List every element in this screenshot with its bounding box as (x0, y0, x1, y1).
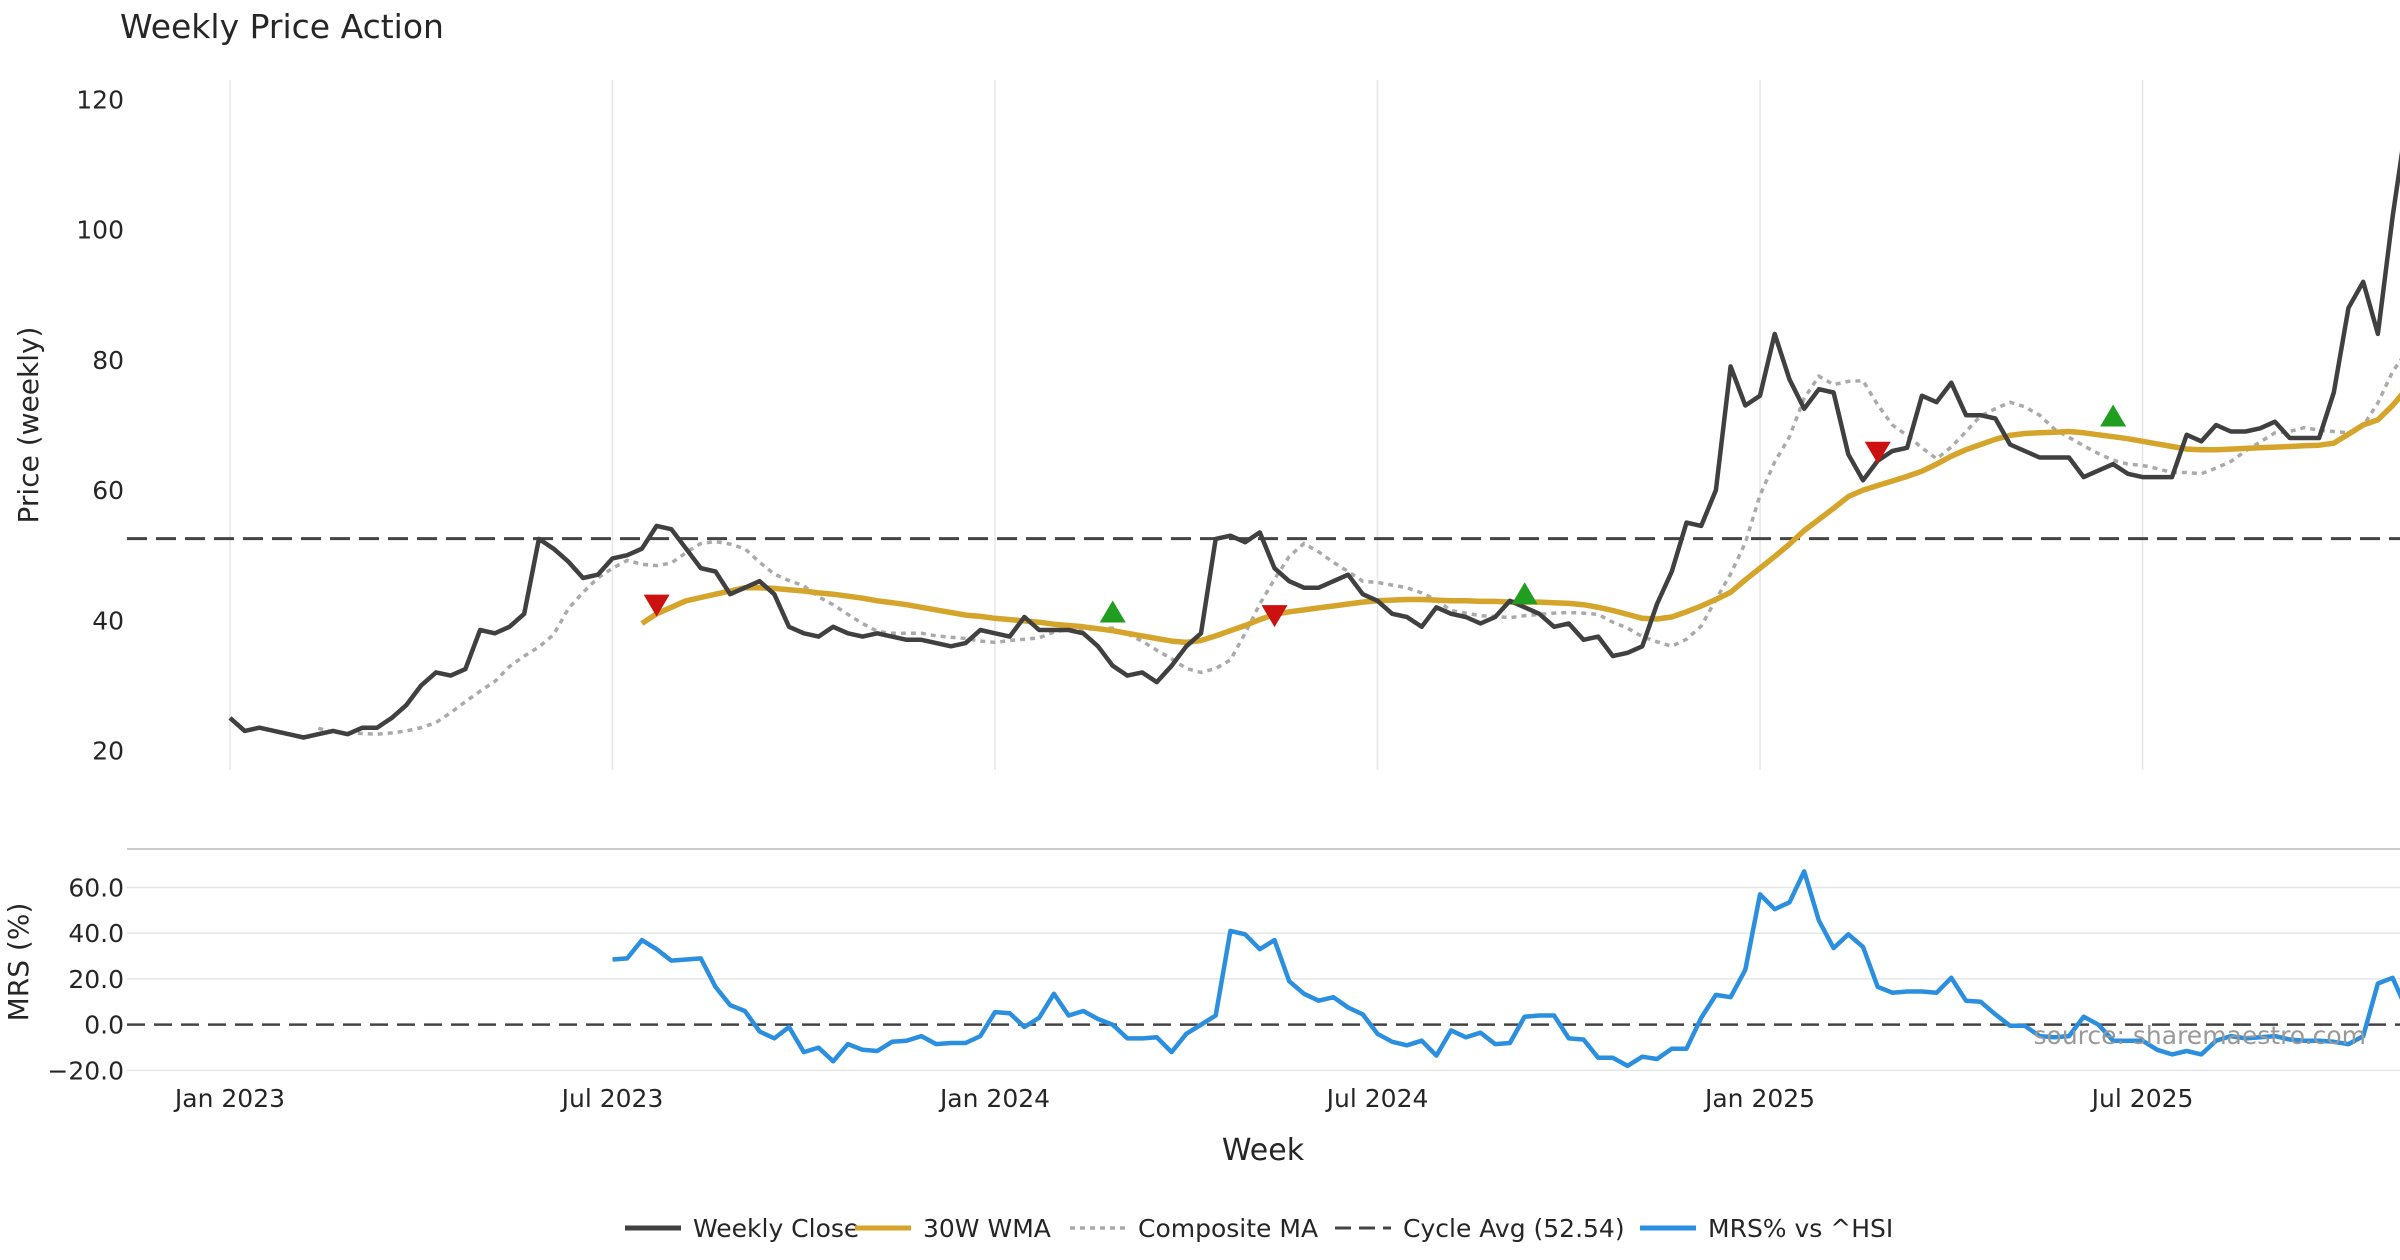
x-axis-label: Week (1222, 1133, 1305, 1168)
weekly-close-line (228, 150, 2400, 740)
buy-signal-marker (1099, 600, 1126, 623)
mrs-y-tick-label: −20.0 (47, 1056, 124, 1085)
legend-label: MRS% vs ^HSI (1708, 1214, 1893, 1243)
price-y-axis-label: Price (weekly) (12, 327, 45, 524)
wma-30w-line (640, 392, 2400, 646)
x-tick-label: Jan 2023 (173, 1084, 285, 1113)
x-tick-label: Jan 2024 (938, 1084, 1050, 1113)
mrs-y-tick-label: 40.0 (68, 919, 124, 948)
buy-signal-marker (1511, 582, 1538, 605)
legend-label: Cycle Avg (52.54) (1403, 1214, 1625, 1243)
x-tick-label: Jan 2025 (1703, 1084, 1815, 1113)
composite-ma-line (317, 358, 2400, 736)
mrs-y-ticks: 60.0 40.0 20.0 0.0 −20.0 (47, 873, 124, 1085)
chart-title: Weekly Price Action (120, 7, 444, 46)
x-tick-label: Jul 2024 (1325, 1084, 1429, 1113)
price-y-tick-label: 120 (76, 86, 124, 115)
mrs-panel: 60.0 40.0 20.0 0.0 −20.0 MRS (%) source: sha… (2, 869, 2400, 1085)
mrs-y-tick-label: 0.0 (84, 1011, 124, 1040)
signal-markers (643, 404, 2127, 628)
x-tick-label: Jul 2025 (2090, 1084, 2194, 1113)
sell-signal-marker (643, 594, 670, 617)
mrs-y-tick-label: 60.0 (68, 873, 124, 902)
mrs-horizontal-grid (127, 886, 2400, 1072)
buy-signal-marker (2100, 404, 2127, 427)
x-tick-label: Jul 2023 (560, 1084, 664, 1113)
mrs-y-tick-label: 20.0 (68, 965, 124, 994)
x-axis-ticks: Jan 2023 Jul 2023 Jan 2024 Jul 2024 Jan 2025… (173, 1084, 2193, 1113)
price-y-ticks: 20 40 60 80 100 120 (76, 86, 124, 766)
sell-signal-marker (1261, 605, 1288, 628)
legend-label: Weekly Close (693, 1214, 859, 1243)
mrs-line (612, 869, 2400, 1069)
price-y-tick-label: 40 (92, 606, 124, 635)
legend-label: 30W WMA (923, 1214, 1051, 1243)
price-y-tick-label: 60 (92, 476, 124, 505)
source-note: source: sharemaestro.com (2034, 1021, 2367, 1050)
price-y-tick-label: 80 (92, 346, 124, 375)
price-y-tick-label: 100 (76, 216, 124, 245)
mrs-y-axis-label: MRS (%) (2, 903, 35, 1022)
price-y-tick-label: 20 (92, 736, 124, 765)
price-panel: 20 40 60 80 100 120 Price (weekly) (12, 80, 2400, 770)
sell-signal-marker (1864, 441, 1891, 464)
legend: Weekly Close 30W WMA Composite MA Cycle Avg… (625, 1214, 1893, 1243)
legend-label: Composite MA (1138, 1214, 1318, 1243)
price-vertical-grid (229, 80, 2144, 770)
